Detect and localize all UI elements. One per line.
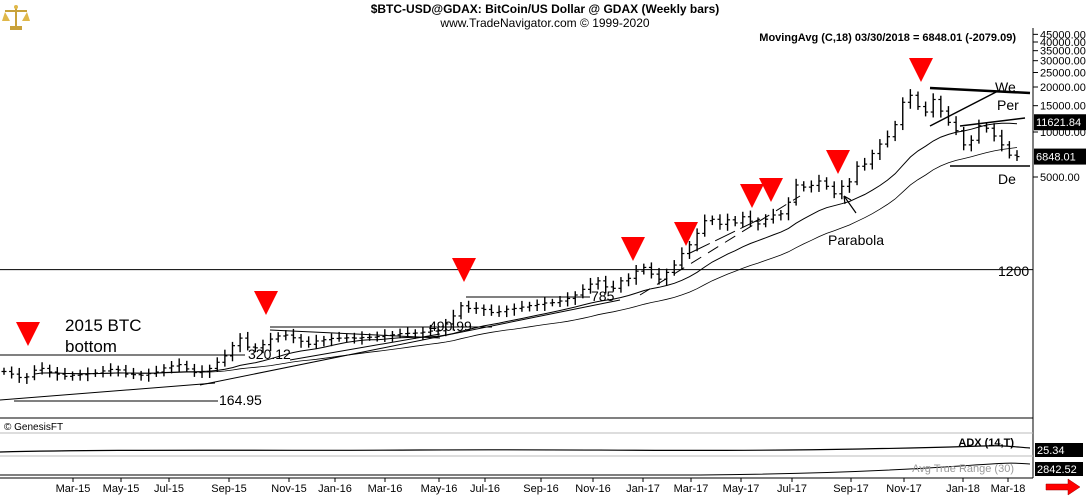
time-axis: Mar-15 May-15 Jul-15 Sep-15 Nov-15 Jan-16 Mar-… bbox=[56, 478, 1026, 495]
top-marker-triangle bbox=[909, 58, 933, 82]
adx-line bbox=[0, 445, 1031, 453]
top-marker-triangle bbox=[826, 150, 850, 174]
price-badge bbox=[1034, 114, 1086, 131]
top-marker-triangle bbox=[740, 184, 764, 208]
trend-lines bbox=[0, 86, 1031, 401]
top-marker-triangle bbox=[16, 322, 40, 346]
y-tick-label: 25000.00 bbox=[1040, 68, 1086, 80]
x-tick-label: Mar-17 bbox=[674, 483, 709, 495]
annotation-label: De bbox=[998, 171, 1016, 187]
annotation-label: bottom bbox=[65, 337, 117, 356]
atr-value-badge bbox=[1035, 462, 1083, 476]
x-tick-label: Sep-16 bbox=[523, 483, 558, 495]
x-tick-label: May-17 bbox=[723, 483, 760, 495]
x-tick-label: May-16 bbox=[421, 483, 458, 495]
x-tick-label: Jan-17 bbox=[626, 483, 660, 495]
top-marker-triangle bbox=[674, 222, 698, 246]
trendline-base bbox=[199, 299, 621, 386]
x-tick-label: May-15 bbox=[103, 483, 140, 495]
level-label: 785 bbox=[591, 288, 615, 304]
price-badge-label: 6848.01 bbox=[1036, 152, 1076, 164]
trendline-2015 bbox=[0, 382, 216, 401]
atr-line bbox=[0, 462, 1031, 476]
y-tick-label: 15000.00 bbox=[1040, 101, 1086, 113]
y-tick-label: 20000.00 bbox=[1040, 82, 1086, 94]
x-tick-label: Jan-16 bbox=[318, 483, 352, 495]
parabola-arrow-icon bbox=[843, 195, 857, 214]
x-tick-label: Mar-18 bbox=[991, 483, 1026, 495]
ma-36-line bbox=[64, 147, 1018, 375]
x-tick-label: Jul-15 bbox=[154, 483, 184, 495]
annotation-label: Per bbox=[997, 97, 1019, 113]
y-tick-label: 5000.00 bbox=[1040, 172, 1080, 184]
top-marker-triangle bbox=[254, 291, 278, 315]
level-label: 1200 bbox=[998, 263, 1029, 279]
x-tick-label: Nov-15 bbox=[271, 483, 306, 495]
price-bars bbox=[1, 89, 1020, 384]
atr-label: Avg True Range (30) bbox=[912, 463, 1014, 475]
scale-logo-icon bbox=[2, 5, 30, 30]
copyright-label: © GenesisFT bbox=[4, 422, 63, 433]
price-badges: 11621.84 6848.01 bbox=[1034, 114, 1086, 165]
level-label: 490.99 bbox=[429, 318, 472, 334]
chart-title: $BTC-USD@GDAX: BitCoin/US Dollar @ GDAX … bbox=[371, 2, 720, 16]
triangle-top-line bbox=[269, 329, 441, 339]
price-badge-label: 11621.84 bbox=[1036, 117, 1081, 129]
atr-value: 2842.52 bbox=[1037, 464, 1077, 476]
ma-18-line bbox=[34, 122, 1018, 375]
support-lines bbox=[0, 165, 1033, 402]
wedge-lower-line bbox=[959, 117, 1026, 127]
top-marker-triangle bbox=[759, 178, 783, 202]
price-badge bbox=[1034, 148, 1086, 165]
adx-label: ADX (14,T) bbox=[958, 437, 1014, 449]
level-label: 164.95 bbox=[219, 392, 262, 408]
study-label: MovingAvg (C,18) 03/30/2018 = 6848.01 (-… bbox=[759, 32, 1016, 44]
top-marker-triangle bbox=[621, 237, 645, 261]
y-tick-label: 40000.00 bbox=[1040, 37, 1086, 49]
annotation-label: Parabola bbox=[828, 232, 884, 248]
level-label: 320.12 bbox=[248, 346, 291, 362]
x-tick-label: Sep-15 bbox=[211, 483, 246, 495]
adx-value: 25.34 bbox=[1037, 445, 1065, 457]
y-tick-label: 35000.00 bbox=[1040, 46, 1086, 58]
adx-value-badge bbox=[1035, 443, 1083, 457]
chart-subtitle: www.TradeNavigator.com © 1999-2020 bbox=[439, 16, 649, 30]
top-markers bbox=[16, 58, 933, 346]
annotation-label: 2015 BTC bbox=[65, 316, 142, 335]
wedge-bottom-line bbox=[929, 89, 1001, 127]
triangle-bottom-line bbox=[289, 333, 441, 361]
x-tick-label: Jul-16 bbox=[470, 483, 500, 495]
x-tick-label: Nov-16 bbox=[575, 483, 610, 495]
annotation-label: We bbox=[995, 79, 1016, 95]
x-tick-label: Mar-15 bbox=[56, 483, 91, 495]
wedge-top-line bbox=[929, 86, 1031, 95]
x-tick-label: Mar-16 bbox=[368, 483, 403, 495]
top-marker-triangle bbox=[452, 258, 476, 282]
channel-dash-line-2 bbox=[639, 195, 801, 296]
x-tick-label: Nov-17 bbox=[886, 483, 921, 495]
x-tick-label: Jan-18 bbox=[946, 483, 980, 495]
moving-average-lines bbox=[34, 122, 1018, 375]
channel-dash-line bbox=[689, 218, 761, 254]
x-tick-label: Sep-17 bbox=[833, 483, 868, 495]
x-tick-label: Jul-17 bbox=[777, 483, 807, 495]
y-tick-label: 30000.00 bbox=[1040, 56, 1086, 68]
annotations: 2015 BTC bottom 164.95 320.12 490.99 785 1200 P… bbox=[65, 79, 1029, 408]
scroll-right-arrow-icon[interactable] bbox=[1045, 478, 1081, 496]
y-tick-label: 45000.00 bbox=[1040, 29, 1086, 41]
